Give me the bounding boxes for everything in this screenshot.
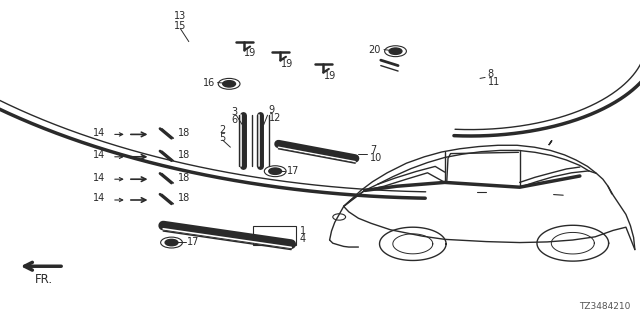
Text: 17: 17 xyxy=(287,165,299,176)
Circle shape xyxy=(223,81,236,87)
Text: 11: 11 xyxy=(488,76,500,87)
Text: TZ3484210: TZ3484210 xyxy=(579,302,630,311)
Text: 7: 7 xyxy=(370,145,376,156)
Text: 9: 9 xyxy=(269,105,275,116)
Circle shape xyxy=(269,168,282,174)
Text: 1: 1 xyxy=(300,226,306,236)
Text: 2: 2 xyxy=(220,124,226,135)
Text: 8: 8 xyxy=(488,68,494,79)
Text: 18: 18 xyxy=(178,172,190,183)
Text: 18: 18 xyxy=(178,128,190,138)
Circle shape xyxy=(389,48,402,54)
Text: 19: 19 xyxy=(243,48,256,58)
Text: 19: 19 xyxy=(323,71,336,81)
Text: 14: 14 xyxy=(93,193,106,204)
Text: 20: 20 xyxy=(369,44,381,55)
Text: 13: 13 xyxy=(174,11,187,21)
Text: 14: 14 xyxy=(93,150,106,160)
Text: 19: 19 xyxy=(280,59,293,69)
Text: FR.: FR. xyxy=(35,273,52,286)
Text: 16: 16 xyxy=(203,77,215,88)
Text: 6: 6 xyxy=(232,115,238,125)
Text: 14: 14 xyxy=(93,128,106,138)
Text: 5: 5 xyxy=(220,132,226,143)
Text: 14: 14 xyxy=(93,172,106,183)
Text: 12: 12 xyxy=(269,113,281,124)
Text: 18: 18 xyxy=(178,193,190,204)
Text: 10: 10 xyxy=(370,153,382,164)
Circle shape xyxy=(165,239,178,246)
Text: 15: 15 xyxy=(174,20,187,31)
Text: 18: 18 xyxy=(178,150,190,160)
Text: 3: 3 xyxy=(232,107,238,117)
Text: 4: 4 xyxy=(300,234,306,244)
Text: 17: 17 xyxy=(187,237,199,247)
